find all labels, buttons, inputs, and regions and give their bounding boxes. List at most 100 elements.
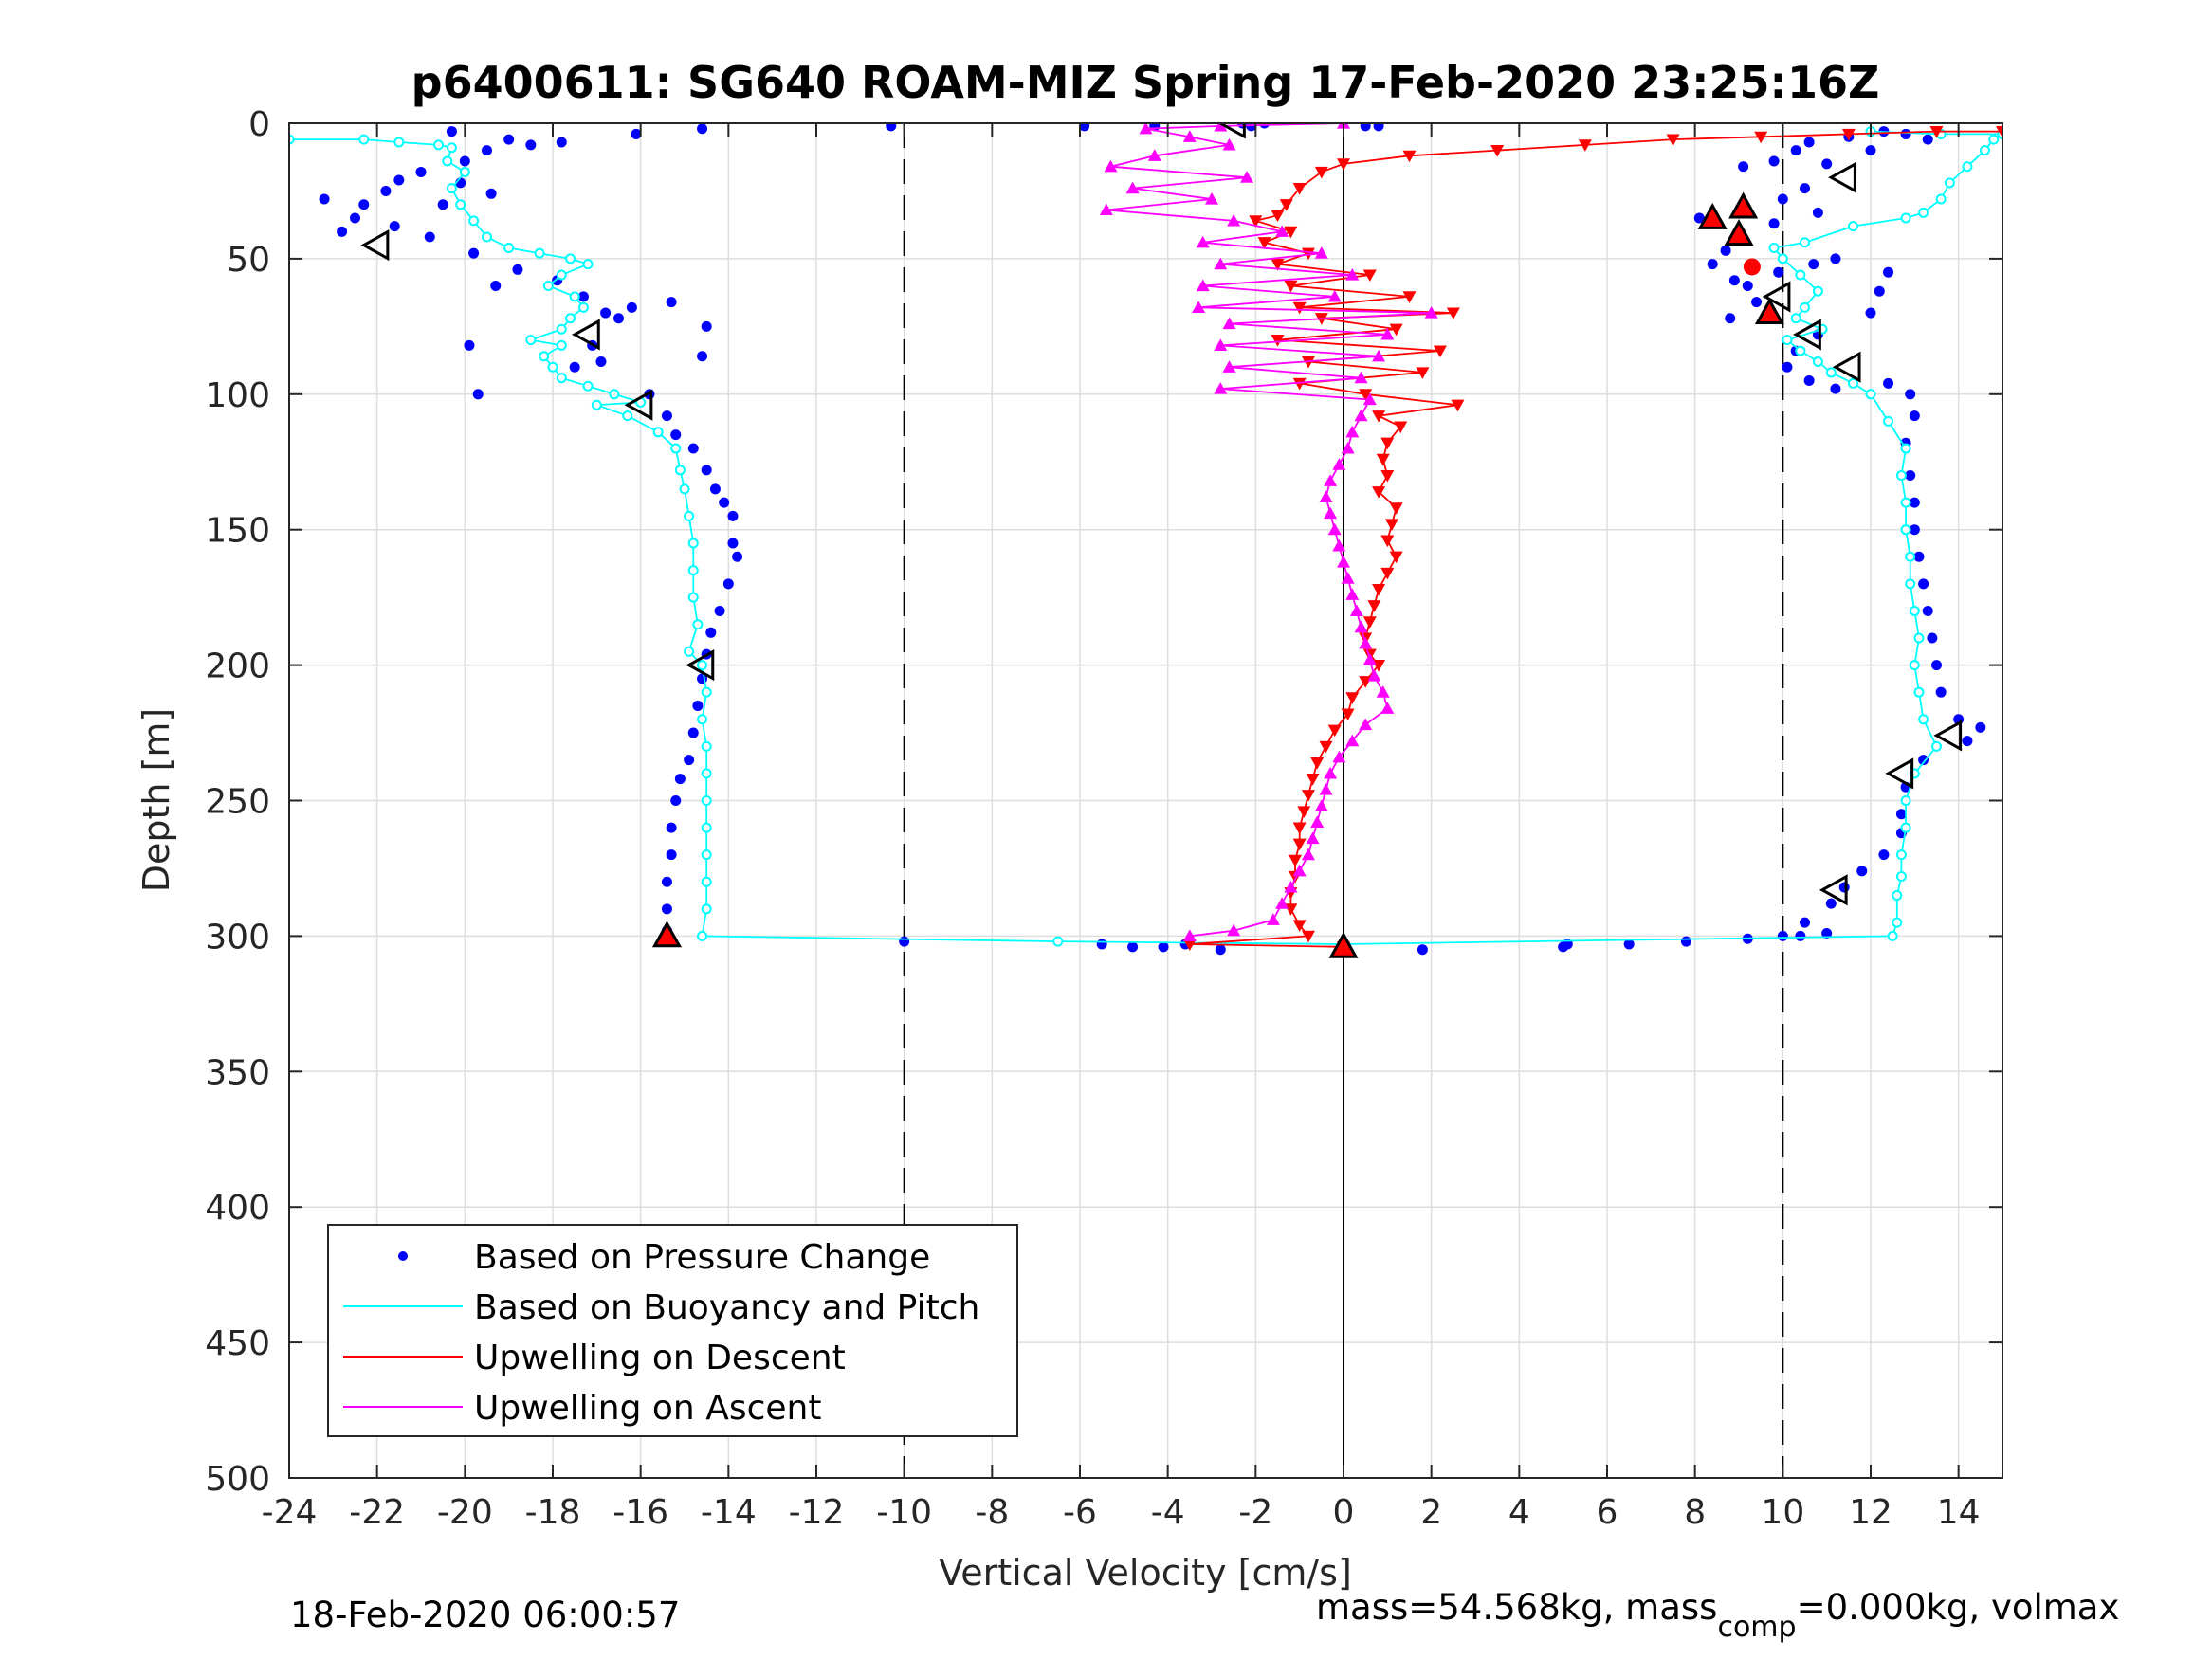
- data-point: [1777, 193, 1788, 205]
- data-point: [697, 930, 708, 941]
- data-point: [1883, 266, 1894, 278]
- data-point: [1292, 301, 1307, 315]
- data-point: [1271, 259, 1285, 271]
- data-point: [1327, 724, 1342, 738]
- data-point: [1918, 207, 1929, 218]
- series-upwelling-on-ascent: [1099, 123, 1438, 941]
- data-point: [1720, 245, 1731, 256]
- data-point: [1359, 676, 1373, 688]
- data-point: [1125, 181, 1140, 194]
- data-point: [424, 231, 435, 243]
- y-tick-label: 400: [205, 1189, 270, 1228]
- data-point: [1275, 225, 1289, 237]
- data-point: [1790, 313, 1801, 324]
- data-point: [1297, 806, 1311, 818]
- data-point: [1389, 323, 1403, 337]
- data-point: [1380, 702, 1395, 714]
- data-point: [1988, 134, 2000, 145]
- data-point: [319, 193, 330, 205]
- x-tick-label: -4: [1151, 1493, 1185, 1532]
- data-point: [1376, 453, 1390, 466]
- data-point: [1096, 939, 1107, 950]
- data-point: [1324, 506, 1338, 520]
- data-point: [1319, 783, 1333, 795]
- data-point: [1222, 137, 1236, 151]
- y-tick-label: 450: [205, 1324, 270, 1363]
- turn-marker: [686, 649, 715, 682]
- data-point: [622, 410, 633, 422]
- data-point: [380, 185, 392, 196]
- data-point: [1324, 766, 1338, 779]
- data-point: [1768, 155, 1780, 167]
- turn-marker: [360, 229, 390, 262]
- data-point: [1284, 903, 1298, 916]
- data-point: [666, 849, 677, 861]
- data-point: [1773, 266, 1784, 278]
- data-point: [1301, 930, 1315, 943]
- data-point: [393, 174, 405, 186]
- series-based-on-pressure-change: [319, 123, 1986, 956]
- data-point: [525, 335, 537, 346]
- data-point: [701, 768, 712, 779]
- data-point: [1900, 822, 1911, 833]
- data-point: [1359, 636, 1373, 649]
- data-point: [490, 280, 502, 291]
- data-point: [701, 876, 712, 887]
- data-point: [1707, 259, 1718, 270]
- data-point: [1830, 383, 1841, 394]
- data-point: [1314, 166, 1328, 179]
- y-tick-label: 350: [205, 1053, 270, 1092]
- data-point: [1362, 392, 1377, 406]
- x-tick-label: 6: [1597, 1493, 1618, 1532]
- data-point: [1158, 941, 1169, 953]
- data-point: [709, 483, 721, 495]
- data-point: [719, 497, 730, 508]
- data-point: [701, 686, 712, 698]
- data-point: [1883, 377, 1894, 389]
- data-point: [609, 389, 620, 400]
- x-axis-label: Vertical Velocity [cm/s]: [939, 1552, 1352, 1594]
- event-marker: [1728, 191, 1759, 219]
- data-point: [1284, 226, 1298, 239]
- data-point: [1913, 632, 1925, 644]
- data-point: [1332, 538, 1346, 552]
- data-point: [679, 483, 690, 495]
- data-point: [1931, 660, 1942, 671]
- data-point: [670, 443, 682, 454]
- data-point: [701, 903, 712, 915]
- data-point: [337, 226, 348, 237]
- y-tick-label: 250: [205, 783, 270, 822]
- data-point: [1292, 822, 1307, 835]
- data-point: [697, 123, 708, 135]
- data-point: [1865, 389, 1876, 400]
- x-tick-label: -6: [1063, 1493, 1097, 1532]
- data-point: [1359, 718, 1373, 731]
- data-point: [1795, 269, 1806, 281]
- data-point: [569, 291, 580, 302]
- data-point: [1279, 199, 1293, 211]
- data-point: [1777, 930, 1788, 941]
- turn-marker: [1933, 720, 1963, 752]
- data-point: [1929, 125, 1944, 138]
- data-point: [389, 221, 400, 232]
- data-point: [1841, 128, 1856, 141]
- data-point: [722, 578, 734, 590]
- data-point: [1079, 123, 1090, 132]
- x-tick-label: -18: [525, 1493, 581, 1532]
- data-point: [1808, 259, 1819, 270]
- data-point: [446, 126, 457, 137]
- data-point: [1271, 210, 1285, 223]
- data-point: [661, 876, 672, 887]
- data-point: [482, 231, 492, 243]
- data-point: [1372, 583, 1386, 596]
- x-tick-label: 10: [1761, 1493, 1804, 1532]
- data-point: [1337, 555, 1350, 568]
- data-point: [1918, 755, 1929, 766]
- data-point: [600, 307, 612, 319]
- chart-title: p6400611: SG640 ROAM-MIZ Spring 17-Feb-2…: [411, 57, 1880, 108]
- data-point: [1214, 123, 1228, 132]
- data-point: [1354, 371, 1368, 384]
- data-point: [459, 155, 470, 167]
- data-point: [542, 280, 554, 291]
- data-point: [727, 538, 739, 549]
